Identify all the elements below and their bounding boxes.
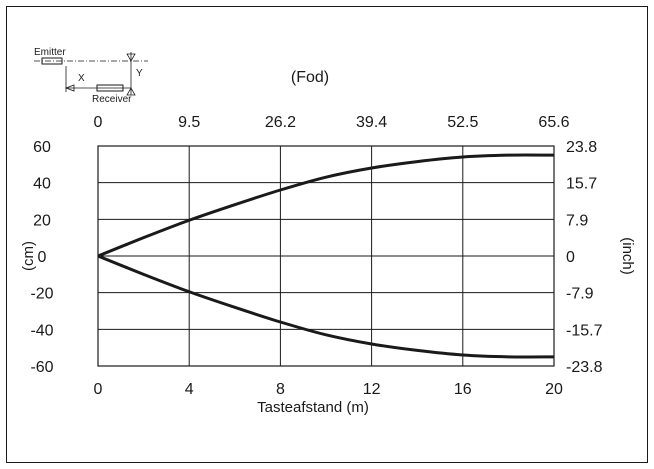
y2-tick-label: 7.9 bbox=[566, 212, 588, 229]
y2-tick-label: -23.8 bbox=[566, 359, 603, 376]
y-tick-label: 20 bbox=[33, 212, 51, 229]
x-tick-label: 20 bbox=[545, 381, 563, 398]
y-tick-label: -60 bbox=[30, 359, 53, 376]
x-tick-label: 4 bbox=[185, 381, 194, 398]
y2-tick-label: 15.7 bbox=[566, 176, 597, 193]
chart-frame bbox=[6, 6, 648, 463]
y-tick-label: 40 bbox=[33, 176, 51, 193]
y2-tick-label: -15.7 bbox=[566, 322, 603, 339]
y-axis-label: (cm) bbox=[20, 241, 37, 271]
lower-range-curve bbox=[97, 254, 555, 359]
y2-axis-label: (inch) bbox=[619, 237, 636, 275]
top-axis-label: (Fod) bbox=[291, 69, 329, 86]
top-tick-label: 52.5 bbox=[447, 114, 478, 131]
y2-tick-label: 0 bbox=[566, 249, 575, 266]
y-tick-labels: 60 40 20 0 -20 -40 -60 bbox=[30, 139, 53, 376]
top-tick-label: 26.2 bbox=[265, 114, 296, 131]
series-group bbox=[97, 153, 555, 359]
upper-range-curve bbox=[97, 153, 555, 258]
top-tick-label: 39.4 bbox=[356, 114, 387, 131]
y-tick-label: 60 bbox=[33, 139, 51, 156]
y-tick-label: 0 bbox=[38, 249, 47, 266]
emitter-label: Emitter bbox=[34, 47, 66, 58]
top-tick-label: 65.6 bbox=[538, 114, 569, 131]
y-arrow-bottom-icon bbox=[126, 87, 136, 96]
x-label: X bbox=[78, 73, 85, 84]
x-tick-labels: 0 4 8 12 16 20 bbox=[94, 381, 563, 398]
emitter-receiver-diagram: Emitter Y X Receiver bbox=[34, 47, 148, 105]
top-tick-label: 9.5 bbox=[178, 114, 200, 131]
y2-tick-label: 23.8 bbox=[566, 139, 597, 156]
top-tick-labels: 0 9.5 26.2 39.4 52.5 65.6 bbox=[94, 114, 570, 131]
x-tick-label: 0 bbox=[94, 381, 103, 398]
y-arrow-top-icon bbox=[126, 53, 136, 62]
x-tick-label: 8 bbox=[276, 381, 285, 398]
y-tick-label: -20 bbox=[30, 286, 53, 303]
top-tick-label: 0 bbox=[94, 114, 103, 131]
x-axis-label: Tasteafstand (m) bbox=[257, 399, 369, 416]
y2-tick-labels: 23.8 15.7 7.9 0 -7.9 -15.7 -23.8 bbox=[566, 139, 603, 376]
x-tick-label: 12 bbox=[363, 381, 381, 398]
x-tick-label: 16 bbox=[454, 381, 472, 398]
grid bbox=[98, 146, 554, 366]
x-arrow-icon bbox=[64, 84, 75, 92]
y-tick-label: -40 bbox=[30, 322, 53, 339]
y-label: Y bbox=[136, 68, 143, 79]
receiver-label: Receiver bbox=[92, 94, 132, 105]
receiver-box bbox=[96, 84, 124, 92]
y2-tick-label: -7.9 bbox=[566, 286, 594, 303]
